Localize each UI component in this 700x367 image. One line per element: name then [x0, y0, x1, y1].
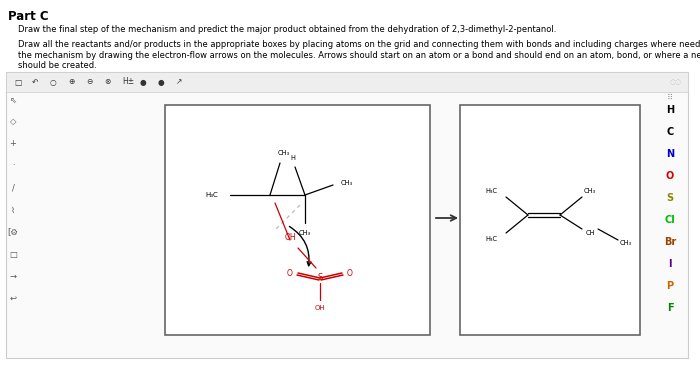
Text: H: H	[290, 155, 295, 161]
Text: C: C	[666, 127, 673, 137]
Text: H₃C: H₃C	[486, 236, 498, 242]
Text: should be created.: should be created.	[18, 61, 97, 70]
Text: O: O	[666, 171, 674, 181]
Text: Cl: Cl	[664, 215, 676, 225]
Text: ⊗: ⊗	[104, 77, 111, 87]
Text: P: P	[666, 281, 673, 291]
Text: ⇖: ⇖	[10, 95, 17, 105]
Text: O: O	[347, 269, 353, 279]
Text: O: O	[287, 269, 293, 279]
Text: OH: OH	[284, 233, 296, 243]
Text: CH₃: CH₃	[278, 150, 290, 156]
Text: Part C: Part C	[8, 10, 48, 23]
Text: ◇: ◇	[10, 117, 16, 127]
Text: ⊕: ⊕	[68, 77, 74, 87]
Text: +: +	[10, 139, 16, 149]
Text: ○: ○	[50, 77, 57, 87]
Text: ↗: ↗	[176, 77, 183, 87]
Text: Br: Br	[664, 237, 676, 247]
Text: □: □	[9, 250, 17, 258]
Text: H: H	[666, 105, 674, 115]
Text: S: S	[666, 193, 673, 203]
Text: CH₃: CH₃	[584, 188, 596, 194]
Text: Draw the final step of the mechanism and predict the major product obtained from: Draw the final step of the mechanism and…	[18, 25, 557, 34]
Text: ●: ●	[140, 77, 146, 87]
Text: CH: CH	[585, 230, 595, 236]
Text: N: N	[666, 149, 674, 159]
Text: →: →	[10, 272, 17, 280]
Text: ⌇: ⌇	[11, 206, 15, 214]
Text: Draw all the reactants and/or products in the appropriate boxes by placing atoms: Draw all the reactants and/or products i…	[18, 40, 700, 49]
Text: ◌◌: ◌◌	[670, 79, 682, 85]
Text: OH: OH	[315, 305, 326, 311]
FancyArrowPatch shape	[289, 226, 311, 266]
Text: CH₃: CH₃	[341, 180, 353, 186]
Text: S: S	[317, 273, 323, 283]
Text: F: F	[666, 303, 673, 313]
Text: CH₃: CH₃	[620, 240, 632, 246]
Text: □: □	[14, 77, 21, 87]
Text: H₃C: H₃C	[486, 188, 498, 194]
Text: ⠿: ⠿	[667, 93, 673, 102]
Text: [⚙: [⚙	[8, 228, 18, 236]
Text: the mechanism by drawing the electron-flow arrows on the molecules. Arrows shoul: the mechanism by drawing the electron-fl…	[18, 51, 700, 59]
Bar	[6, 72, 688, 92]
Bar	[6, 72, 688, 358]
Text: ●: ●	[158, 77, 164, 87]
Text: ↩: ↩	[10, 294, 17, 302]
Text: I: I	[668, 259, 672, 269]
Text: H₃C: H₃C	[205, 192, 218, 198]
Bar	[165, 105, 430, 335]
Text: CH₃: CH₃	[299, 230, 311, 236]
Text: ↶: ↶	[32, 77, 38, 87]
Bar	[460, 105, 640, 335]
Text: ⊖: ⊖	[86, 77, 92, 87]
Text: ·: ·	[12, 161, 14, 171]
Text: H±: H±	[122, 77, 134, 87]
Text: /: /	[12, 184, 15, 193]
